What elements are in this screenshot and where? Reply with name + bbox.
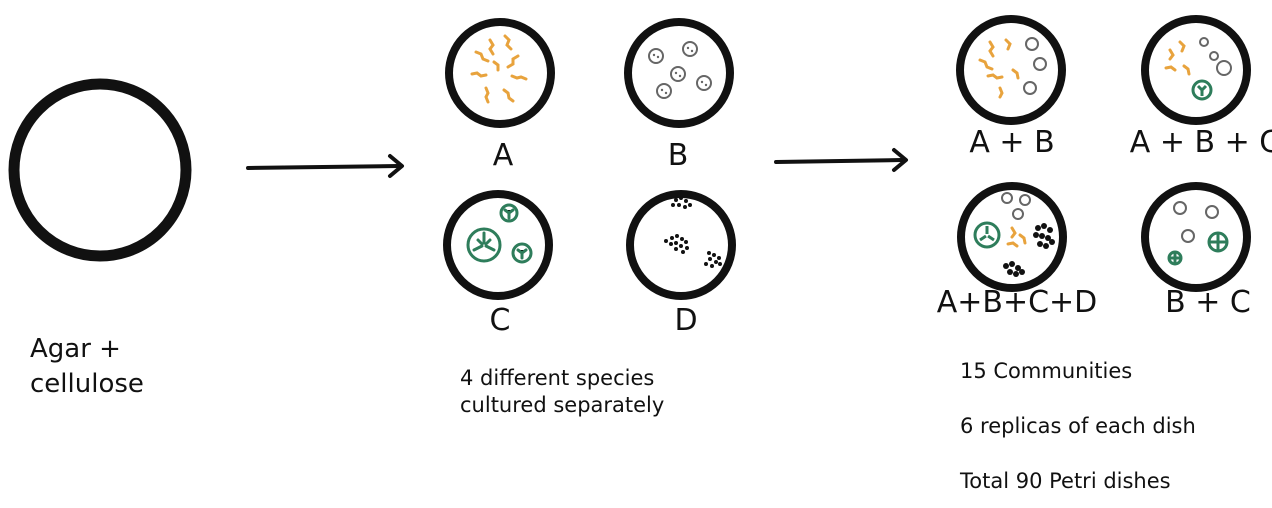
communities-count: 15 Communities	[960, 359, 1132, 383]
species-caption-line1: 4 different species	[460, 366, 654, 390]
species-b-cells	[648, 41, 712, 99]
dish-community-bc	[1141, 182, 1251, 292]
replicas-note: 6 replicas of each dish	[960, 414, 1196, 438]
dish-species-a	[445, 18, 555, 128]
arrow-icon	[246, 154, 404, 178]
dish-label-ab: A + B	[969, 125, 1054, 160]
species-caption-line2: cultured separately	[460, 393, 664, 417]
species-c-segments	[472, 208, 528, 260]
dish-species-b	[624, 18, 734, 128]
dish-label-c: C	[490, 303, 511, 338]
total-dishes-note: Total 90 Petri dishes	[959, 469, 1171, 493]
species-b-dots	[652, 46, 708, 95]
species-d-cells	[664, 196, 722, 268]
dish-label-a: A	[493, 138, 514, 173]
species-c-cells	[466, 203, 533, 264]
dish-label-bc: B + C	[1165, 285, 1251, 320]
dish-community-abc	[1141, 15, 1251, 125]
species-a-cells	[470, 34, 528, 104]
substrate-label-line2: cellulose	[30, 369, 144, 399]
substrate-label-line1: Agar +	[30, 334, 121, 364]
dish-label-b: B	[668, 138, 689, 173]
dish-community-abcd	[957, 182, 1067, 292]
dish-species-c	[443, 190, 553, 300]
agar-dish	[8, 78, 192, 262]
dish-community-ab	[956, 15, 1066, 125]
dish-label-abc: A + B + C	[1130, 125, 1272, 160]
dish-species-d	[626, 190, 736, 300]
dish-label-d: D	[674, 303, 697, 338]
arrow-icon	[774, 148, 908, 172]
dish-label-abcd: A+B+C+D	[937, 285, 1098, 320]
